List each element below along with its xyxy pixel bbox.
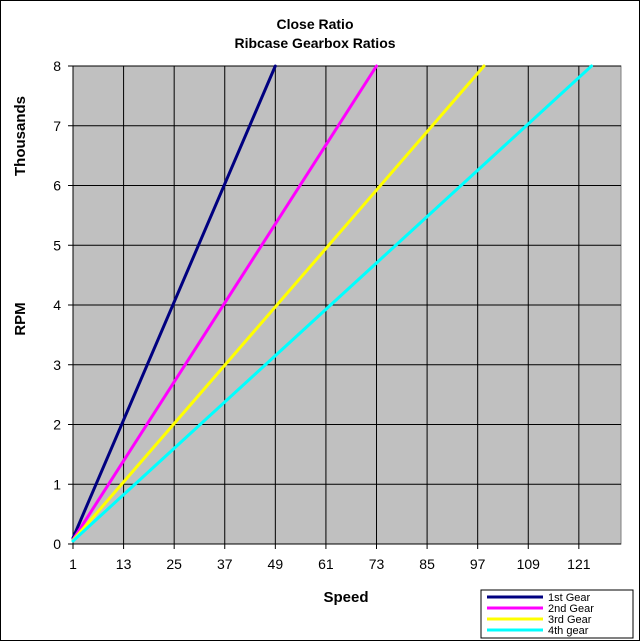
x-tick-label: 37	[217, 556, 233, 572]
y-tick-label: 5	[53, 237, 61, 253]
x-tick-label: 49	[268, 556, 284, 572]
legend-label: 1st Gear	[548, 592, 591, 604]
plot-area	[72, 65, 622, 545]
y-tick-label: 8	[53, 58, 61, 74]
legend-label: 3rd Gear	[548, 614, 592, 626]
y-tick-label: 3	[53, 357, 61, 373]
y-tick-label: 1	[53, 476, 61, 492]
legend-label: 4th gear	[548, 625, 589, 637]
y-axis-units-label: Thousands	[12, 96, 29, 176]
y-tick-label: 0	[53, 536, 61, 552]
y-axis-ticks: 0 1 2 3 4 5 6 7 8	[53, 58, 73, 552]
x-tick-label: 97	[470, 556, 486, 572]
legend-label: 2nd Gear	[548, 603, 594, 615]
series-line-2	[71, 64, 378, 542]
x-axis-label: Speed	[323, 589, 368, 606]
x-tick-label: 61	[318, 556, 334, 572]
chart-subtitle: Ribcase Gearbox Ratios	[234, 35, 395, 51]
y-axis-label: RPM	[12, 302, 29, 335]
x-axis-ticks: 1 13 25 37 49 61 73 85 97 109 121	[69, 544, 591, 572]
x-tick-label: 13	[116, 556, 132, 572]
x-tick-label: 25	[166, 556, 182, 572]
x-tick-label: 121	[567, 556, 591, 572]
series-line-4	[71, 64, 593, 543]
chart-title: Close Ratio	[276, 16, 353, 32]
x-tick-label: 73	[369, 556, 385, 572]
y-tick-label: 2	[53, 417, 61, 433]
series-line-1	[71, 64, 277, 540]
x-tick-label: 1	[69, 556, 77, 572]
series-layer	[71, 64, 593, 543]
x-tick-label: 85	[419, 556, 435, 572]
y-tick-label: 7	[53, 118, 61, 134]
series-line-3	[71, 64, 486, 542]
y-tick-label: 6	[53, 178, 61, 194]
y-tick-label: 4	[53, 297, 61, 313]
x-tick-label: 109	[517, 556, 541, 572]
